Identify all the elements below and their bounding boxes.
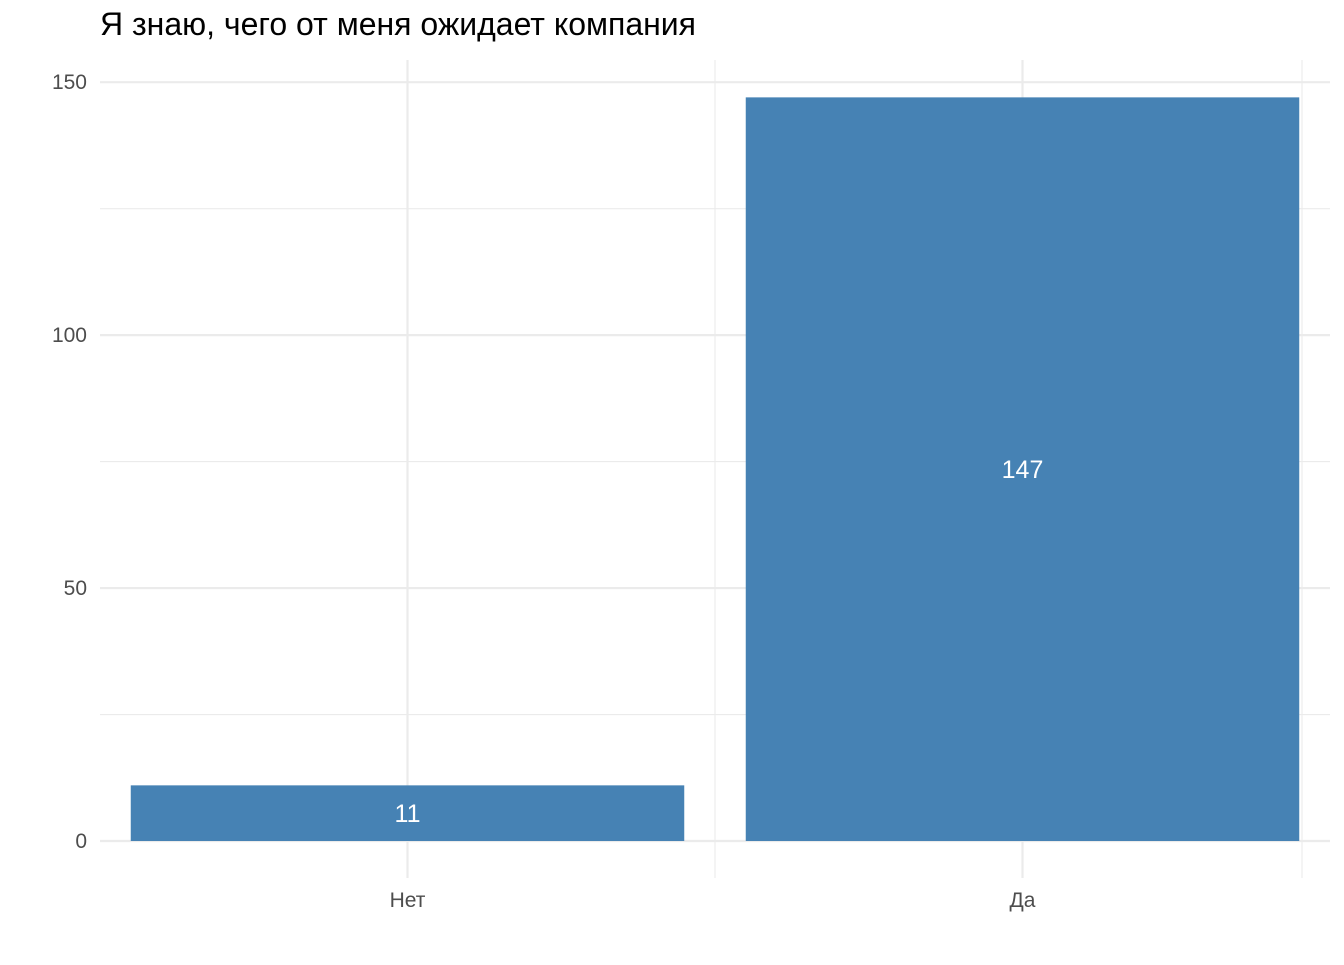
bar-layer [130, 97, 1300, 842]
y-tick-label: 100 [52, 324, 87, 347]
y-tick-label: 150 [52, 71, 87, 94]
data-label-0: 11 [395, 800, 421, 828]
axis-layer: 0 50 100 150 Нет Да [52, 71, 1036, 912]
x-tick-label: Да [1010, 889, 1036, 912]
chart-title: Я знаю, чего от меня ожидает компания [100, 6, 696, 42]
bar-0 [130, 785, 685, 841]
y-tick-label: 50 [64, 577, 87, 600]
x-tick-label: Нет [390, 889, 426, 912]
y-tick-label: 0 [75, 830, 87, 853]
data-label-1: 147 [1002, 456, 1044, 484]
data-label-layer: 11 147 [395, 456, 1044, 828]
bar-1 [745, 97, 1300, 842]
